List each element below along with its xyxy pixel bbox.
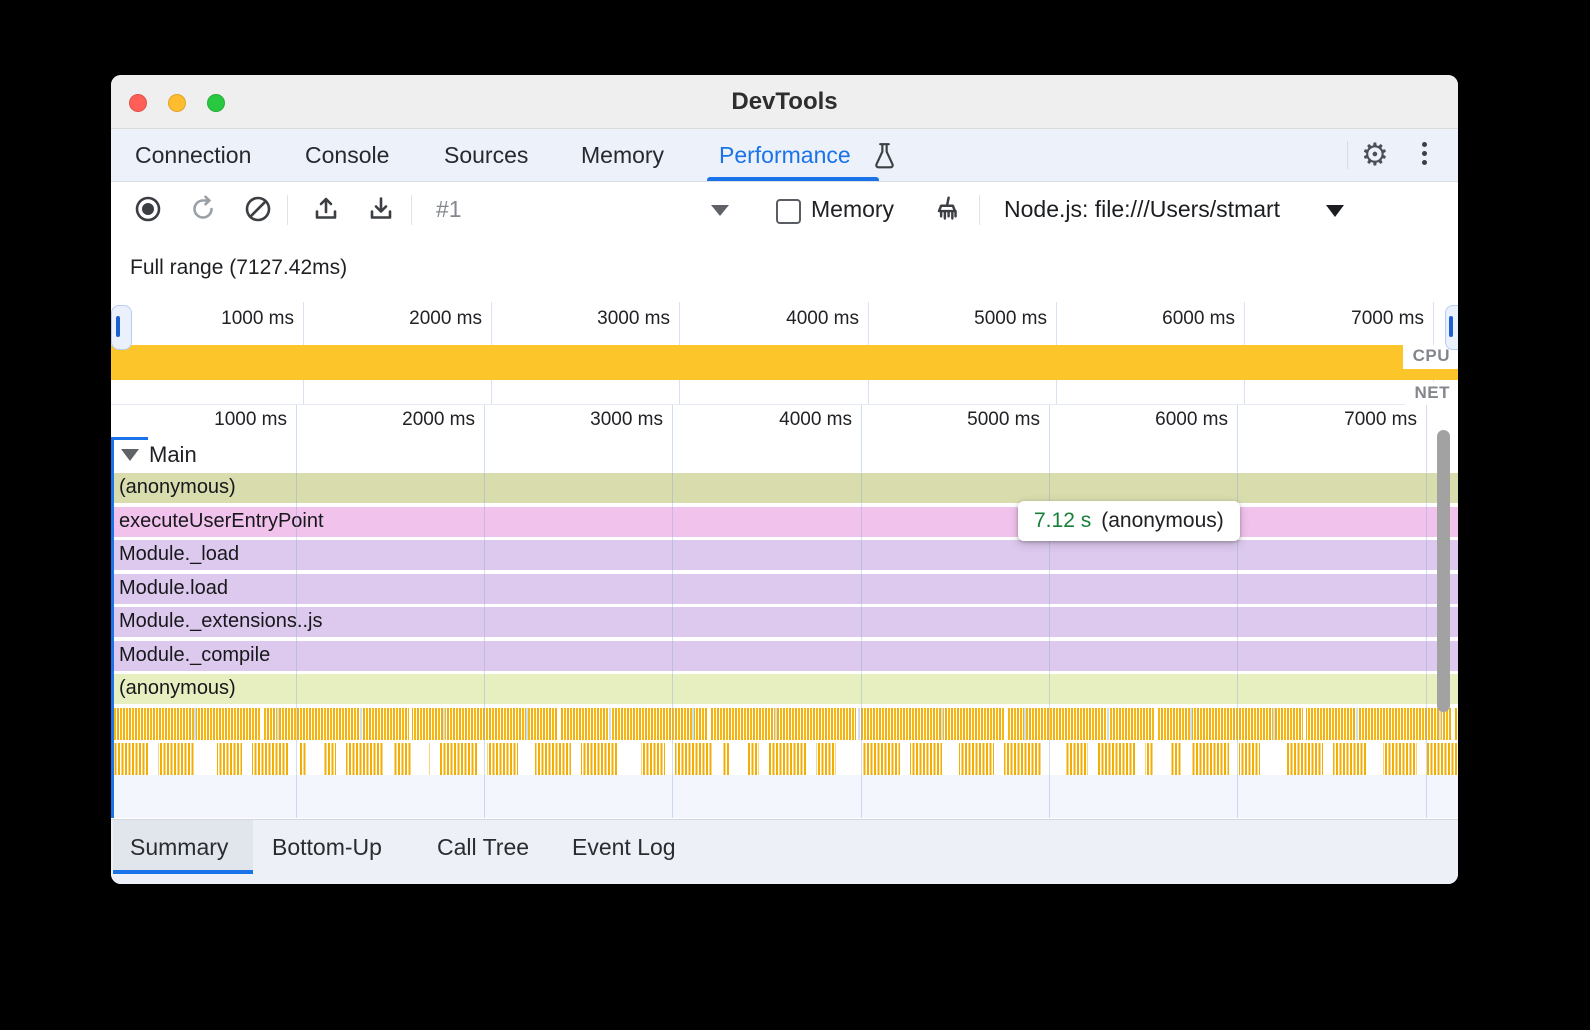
flame-bar-module-extensions-js[interactable]: Module._extensions..js xyxy=(111,607,1458,637)
active-bottom-tab-background xyxy=(113,820,253,874)
tab-summary[interactable]: Summary xyxy=(130,834,229,860)
flame-bar-label: (anonymous) xyxy=(119,476,236,498)
chevron-down-icon xyxy=(121,449,139,461)
gear-icon[interactable]: ⚙ xyxy=(1361,137,1389,172)
flame-bar-label: (anonymous) xyxy=(119,677,236,699)
ruler-tick: 1000 ms xyxy=(214,409,287,430)
toolbar-divider xyxy=(979,195,980,225)
block-icon[interactable] xyxy=(243,194,273,229)
tabbar-divider xyxy=(1347,141,1348,169)
range-handle-left[interactable] xyxy=(111,305,132,350)
toolbar-divider xyxy=(411,195,412,225)
close-button[interactable] xyxy=(129,94,147,112)
flame-bar-anonymous[interactable]: (anonymous) xyxy=(111,674,1458,704)
gridline xyxy=(1426,405,1427,818)
kebab-menu-icon[interactable] xyxy=(1422,142,1427,165)
window-title: DevTools xyxy=(731,88,838,115)
flame-bar-label: executeUserEntryPoint xyxy=(119,510,324,532)
tab-sources[interactable]: Sources xyxy=(444,142,529,168)
devtools-window: DevTools Connection Console Sources Memo… xyxy=(111,75,1458,884)
chevron-down-icon xyxy=(1326,205,1344,217)
flame-bar-module-load-private[interactable]: Module._load xyxy=(111,540,1458,570)
group-selection-marker xyxy=(111,437,148,440)
download-icon[interactable] xyxy=(366,194,396,229)
full-range-label: Full range (7127.42ms) xyxy=(130,256,348,279)
memory-checkbox-label[interactable]: Memory xyxy=(811,196,895,222)
flame-bar-label: Module._extensions..js xyxy=(119,610,323,632)
tab-connection[interactable]: Connection xyxy=(135,142,252,168)
details-tab-bar: Summary Bottom-Up Call Tree Event Log xyxy=(111,819,1458,884)
group-selection-marker xyxy=(111,437,114,818)
minimize-button[interactable] xyxy=(168,94,186,112)
flame-micro-bars[interactable] xyxy=(111,708,1458,740)
timeline-overview[interactable]: Full range (7127.42ms) 1000 ms 2000 ms 3… xyxy=(111,236,1458,406)
flame-bar-anonymous[interactable]: (anonymous) xyxy=(111,473,1458,503)
ruler-tick: 5000 ms xyxy=(974,308,1047,329)
gridline xyxy=(672,405,673,818)
gridline xyxy=(1049,405,1050,818)
flame-chart[interactable]: 1000 ms 2000 ms 3000 ms 4000 ms 5000 ms … xyxy=(111,405,1458,818)
flame-group-main[interactable]: Main xyxy=(111,440,197,470)
tooltip-name: (anonymous) xyxy=(1101,509,1224,532)
flame-bar-executeuserentrypoint[interactable]: executeUserEntryPoint xyxy=(111,507,1458,537)
range-handle-right[interactable] xyxy=(1445,305,1458,350)
ruler-tick: 4000 ms xyxy=(786,308,859,329)
flame-bar-module-load[interactable]: Module.load xyxy=(111,574,1458,604)
devtools-tab-bar: Connection Console Sources Memory Perfor… xyxy=(111,129,1458,182)
gridline xyxy=(484,405,485,818)
ruler-tick: 2000 ms xyxy=(409,308,482,329)
flame-bar-label: Module._load xyxy=(119,543,240,565)
tab-memory[interactable]: Memory xyxy=(581,142,665,168)
record-icon[interactable] xyxy=(133,194,163,229)
collect-garbage-icon[interactable] xyxy=(931,194,963,231)
ruler-tick: 6000 ms xyxy=(1155,409,1228,430)
tab-bottom-up[interactable]: Bottom-Up xyxy=(272,834,382,860)
ruler-tick: 1000 ms xyxy=(221,308,294,329)
ruler-tick: 7000 ms xyxy=(1344,409,1417,430)
gridline xyxy=(861,405,862,818)
gridline xyxy=(1237,405,1238,818)
target-select[interactable]: Node.js: file:///Users/stmart xyxy=(1004,182,1280,236)
active-bottom-tab-underline xyxy=(113,870,253,874)
flame-bar-label: Module.load xyxy=(119,577,228,599)
ruler-tick: 5000 ms xyxy=(967,409,1040,430)
active-tab-underline xyxy=(707,177,879,181)
ruler-tick: 6000 ms xyxy=(1162,308,1235,329)
chevron-down-icon xyxy=(711,205,729,216)
tab-performance[interactable]: Performance xyxy=(719,142,851,168)
flame-group-label: Main xyxy=(149,442,197,467)
profile-select-value: #1 xyxy=(436,196,462,222)
gridline xyxy=(296,405,297,818)
reload-icon[interactable] xyxy=(188,194,218,229)
toolbar-divider xyxy=(287,195,288,225)
net-lane-label: NET xyxy=(1404,382,1458,406)
performance-toolbar: #1 Memory Node.js: file:///Users/stmart xyxy=(111,182,1458,237)
flame-micro-bars[interactable] xyxy=(111,743,1458,775)
title-bar: DevTools xyxy=(111,75,1458,129)
ruler-tick: 2000 ms xyxy=(402,409,475,430)
tab-event-log[interactable]: Event Log xyxy=(572,834,676,860)
profile-select[interactable]: #1 xyxy=(436,182,726,236)
tab-call-tree[interactable]: Call Tree xyxy=(437,834,530,860)
flame-bar-label: Module._compile xyxy=(119,644,271,666)
ruler-tick: 3000 ms xyxy=(590,409,663,430)
tooltip-duration: 7.12 s xyxy=(1034,509,1092,532)
flame-chart-empty-area xyxy=(111,775,1458,818)
ruler-tick: 7000 ms xyxy=(1351,308,1424,329)
zoom-button[interactable] xyxy=(207,94,225,112)
flask-icon xyxy=(871,142,898,175)
cpu-activity-band xyxy=(111,345,1458,380)
flame-tooltip: 7.12 s (anonymous) xyxy=(1018,501,1240,541)
memory-checkbox[interactable] xyxy=(776,199,801,224)
target-select-value: Node.js: file:///Users/stmart xyxy=(1004,196,1281,222)
vertical-scrollbar[interactable] xyxy=(1437,430,1450,712)
ruler-tick: 3000 ms xyxy=(597,308,670,329)
flame-bar-module-compile[interactable]: Module._compile xyxy=(111,641,1458,671)
ruler-tick: 4000 ms xyxy=(779,409,852,430)
tab-console[interactable]: Console xyxy=(305,142,390,168)
upload-icon[interactable] xyxy=(311,194,341,229)
